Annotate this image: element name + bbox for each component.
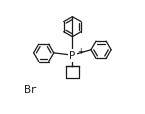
Text: -: - [34, 83, 36, 91]
Text: +: + [77, 47, 84, 56]
Text: Br: Br [23, 84, 35, 94]
Text: P: P [69, 51, 76, 61]
